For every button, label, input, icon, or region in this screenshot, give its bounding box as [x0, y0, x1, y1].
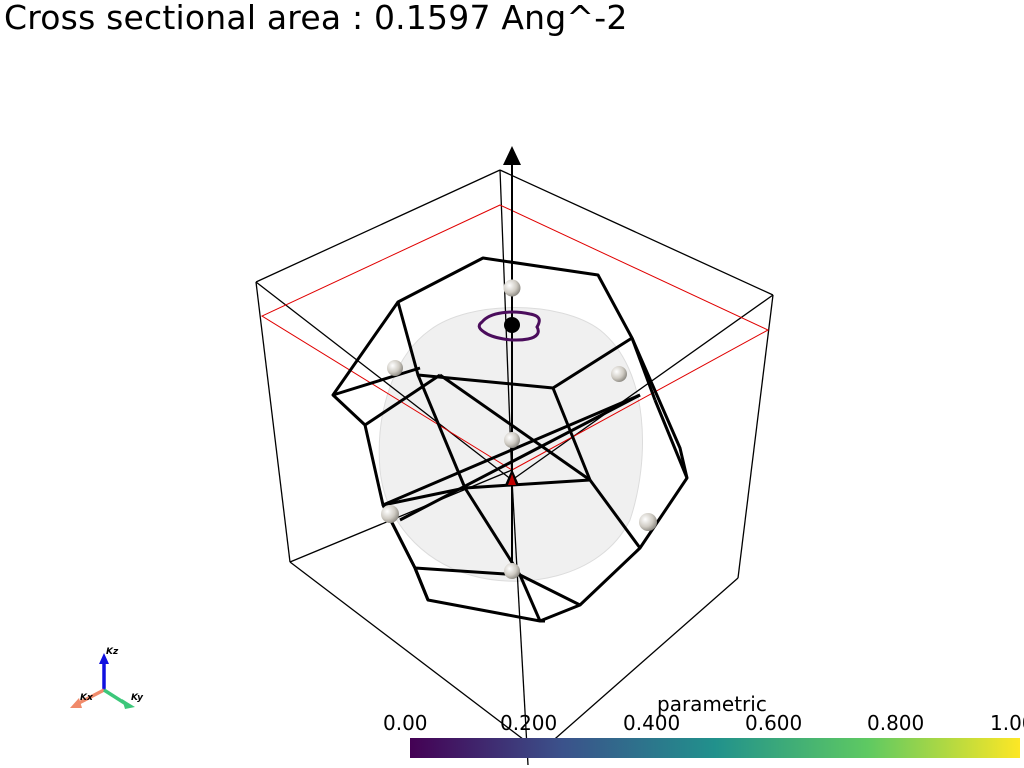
- kz-axis-arrow: [503, 146, 521, 565]
- orientation-axes-widget: [70, 653, 135, 709]
- cross-section-contour: [477, 310, 541, 342]
- axis-label-kx: Kx: [80, 693, 93, 703]
- colorbar-tick-label: 0.00: [383, 711, 428, 735]
- colorbar-tick-label: 0.800: [867, 711, 925, 735]
- high-symmetry-point: [504, 432, 520, 448]
- colorbar-tick-label: 0.400: [623, 711, 681, 735]
- axis-label-kz: Kz: [106, 647, 119, 657]
- high-symmetry-point: [381, 505, 399, 523]
- colorbar-tick-label: 0.600: [745, 711, 803, 735]
- colorbar-tick-label: 0.200: [500, 711, 558, 735]
- colorbar-tick-label: 1.00: [990, 711, 1024, 735]
- high-symmetry-point: [639, 513, 657, 531]
- axis-label-ky: Ky: [131, 693, 143, 703]
- gamma-point-marker: [504, 317, 520, 333]
- high-symmetry-points: [381, 279, 657, 579]
- high-symmetry-point: [504, 563, 520, 579]
- bounding-box: [255, 169, 774, 766]
- colorbar-title: parametric: [657, 692, 767, 716]
- brillouin-zone-edges: [331, 256, 689, 623]
- high-symmetry-point: [387, 360, 403, 376]
- high-symmetry-point: [503, 279, 521, 297]
- high-symmetry-point: [611, 366, 627, 382]
- colorbar-gradient: [410, 738, 1020, 758]
- cross-sectional-area-title: Cross sectional area : 0.1597 Ang^-2: [4, 0, 628, 37]
